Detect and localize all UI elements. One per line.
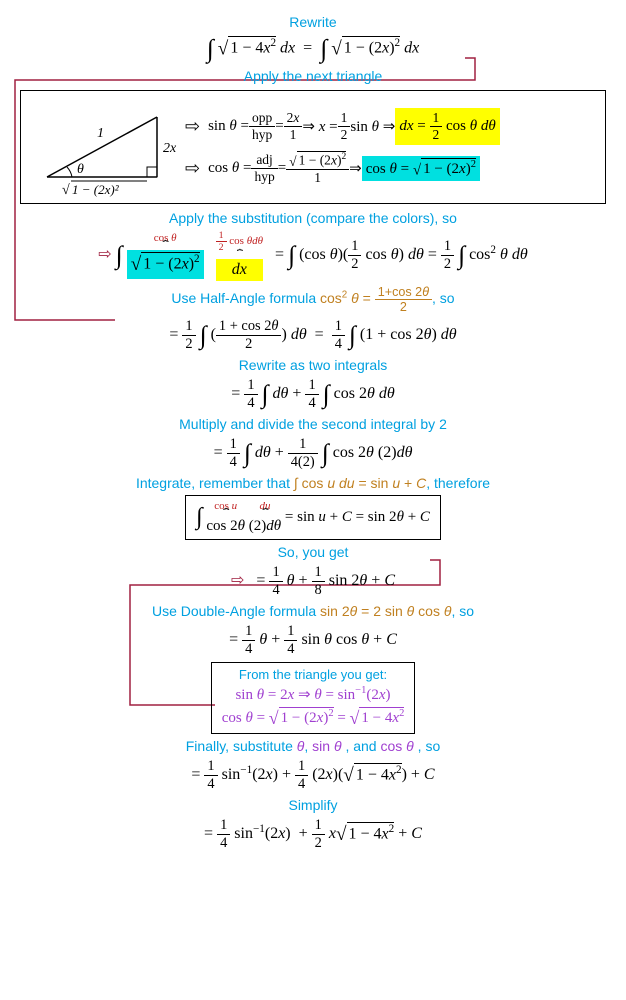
eq-mult-div: = 14 ∫ dθ + 14(2) ∫ cos 2θ (2)dθ: [0, 436, 626, 471]
heading-two-integrals: Rewrite as two integrals: [0, 357, 626, 373]
heading-so-get: So, you get: [0, 544, 626, 560]
eq-rewrite: ∫ √1 − 4x2 dx = ∫ √1 − (2x)2 dx: [0, 34, 626, 64]
heading-double-angle: Use Double-Angle formula sin 2θ = 2 sin …: [0, 603, 626, 619]
cos-relation: ⇨ cos θ = adjhyp = √1 − (2x)21 ⇒ cos θ =…: [177, 151, 599, 187]
eq-final: = 14 sin−1(2x) + 12 x√1 − 4x2 + C: [0, 817, 626, 852]
svg-text:1 − (2x)²: 1 − (2x)²: [72, 182, 120, 197]
eq-substitution: ⇨ ∫ cos θ ⏞ √1 − (2x)2 12 cos θdθ ⏞ dx =…: [0, 230, 626, 281]
triangle-diagram: 1 2x θ √ 1 − (2x)²: [27, 97, 177, 197]
heading-triangle: Apply the next triangle: [0, 68, 626, 84]
heading-substitution: Apply the substitution (compare the colo…: [0, 210, 626, 226]
integrate-box-row: ∫ cos u ⏞ cos 2θ du ⏞ (2)dθ = sin u + C …: [0, 495, 626, 540]
triangle-box: 1 2x θ √ 1 − (2x)² ⇨ sin θ = opphyp = 2x…: [20, 90, 606, 204]
eq-two-integrals: = 14 ∫ dθ + 14 ∫ cos 2θ dθ: [0, 377, 626, 412]
eq-half-angle: = 12 ∫ (1 + cos 2θ2) dθ = 14 ∫ (1 + cos …: [0, 318, 626, 353]
svg-text:2x: 2x: [163, 141, 177, 156]
svg-text:√: √: [62, 183, 70, 197]
heading-half-angle: Use Half-Angle formula cos2 θ = 1+cos 2θ…: [0, 285, 626, 314]
heading-integrate: Integrate, remember that ∫ cos u du = si…: [0, 475, 626, 491]
heading-rewrite: Rewrite: [0, 14, 626, 30]
heading-finally: Finally, substitute θ, sin θ , and cos θ…: [0, 738, 626, 754]
heading-mult-div: Multiply and divide the second integral …: [0, 416, 626, 432]
svg-text:1: 1: [97, 126, 104, 141]
cos-highlight: cos θ = √1 − (2x)2: [362, 156, 480, 182]
sin-relation: ⇨ sin θ = opphyp = 2x1 ⇒ x = 12 sin θ ⇒ …: [177, 108, 599, 145]
eq-double-angle: = 14 θ + 14 sin θ cos θ + C: [0, 623, 626, 658]
eq-penultimate: = 14 sin−1(2x) + 14 (2x)(√1 − 4x2) + C: [0, 758, 626, 793]
triangle-results-box: From the triangle you get: sin θ = 2x ⇒ …: [0, 662, 626, 734]
eq-so-get: ⇨ = 14 θ + 18 sin 2θ + C: [0, 564, 626, 599]
svg-text:θ: θ: [77, 162, 84, 177]
heading-simplify: Simplify: [0, 797, 626, 813]
dx-highlight: dx = 12 cos θ dθ: [395, 108, 499, 145]
